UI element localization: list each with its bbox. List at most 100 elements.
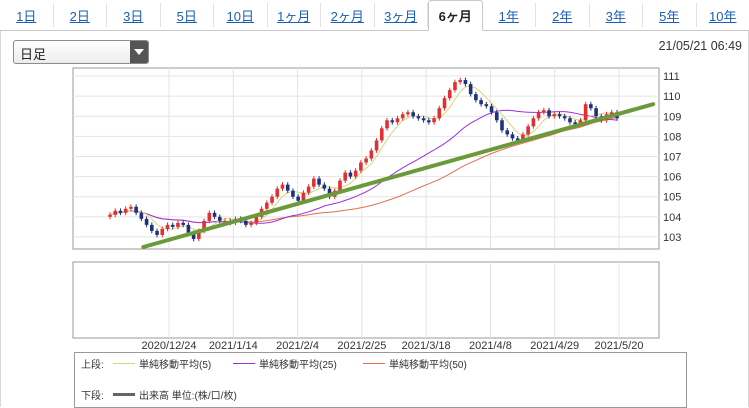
x-tick-label: 2020/12/24	[141, 340, 196, 352]
candle-body	[139, 212, 144, 219]
candle-body	[181, 222, 185, 225]
candle-body	[191, 232, 196, 239]
y-tick-label: 111	[663, 71, 680, 83]
candle-body	[317, 178, 321, 185]
legend-swatch-ma50	[363, 362, 385, 364]
candle-body	[160, 228, 165, 235]
legend-swatch-volume	[113, 392, 135, 396]
candle-body	[489, 106, 494, 113]
candle-body	[165, 224, 170, 229]
tab-5[interactable]: 1ヶ月	[268, 3, 321, 27]
candle-body	[547, 110, 551, 117]
tab-7[interactable]: 3ヶ月	[375, 3, 428, 27]
candle-body	[385, 120, 389, 129]
x-tick-label: 2021/1/14	[209, 340, 258, 352]
candle-body	[609, 112, 614, 115]
candle-body	[578, 120, 583, 125]
candle-body	[134, 206, 138, 213]
candle-body	[468, 84, 473, 95]
legend-swatch-ma25	[233, 362, 255, 364]
candle-body	[338, 180, 342, 191]
tab-12[interactable]: 5年	[643, 3, 697, 27]
candle-body	[322, 184, 327, 189]
chevron-down-icon[interactable]	[130, 41, 148, 63]
legend-item-volume-label: 出来高 単位:(株/口/枚)	[139, 390, 237, 402]
candle-body	[531, 118, 536, 127]
candle-body	[521, 134, 525, 141]
candle-body	[447, 90, 452, 99]
candle-body	[442, 98, 447, 109]
candle-body	[500, 120, 504, 131]
legend-item-ma25: 単純移動平均(25)	[233, 356, 363, 371]
candle-body	[197, 230, 201, 239]
candle-body	[369, 150, 374, 159]
candle-body	[364, 158, 368, 163]
candle-body	[207, 212, 212, 221]
candle-body	[285, 184, 290, 191]
candle-body	[280, 184, 285, 189]
candle-body	[249, 222, 253, 225]
y-tick-label: 109	[663, 111, 681, 123]
candle-body	[583, 104, 588, 121]
candle-body	[568, 118, 572, 123]
period-tabs: 1日 2日 3日 5日 10日 1ヶ月 2ヶ月 3ヶ月 6ヶ月 1年 2年 3年 5年 10年	[0, 0, 749, 31]
legend-lower-label: 下段:	[81, 390, 104, 402]
candle-body	[186, 224, 191, 233]
candle-body	[374, 140, 379, 151]
tab-1[interactable]: 2日	[54, 3, 107, 27]
ma25-line	[109, 109, 618, 224]
candle-body	[494, 112, 499, 121]
candle-body	[176, 222, 180, 227]
candle-body	[427, 120, 431, 123]
tab-0[interactable]: 1日	[0, 3, 54, 27]
x-tick-label: 2021/2/25	[337, 340, 386, 352]
candle-body	[296, 196, 300, 201]
tab-13[interactable]: 10年	[709, 8, 737, 24]
candle-body	[400, 114, 405, 119]
candle-body	[463, 80, 468, 85]
legend-upper-row: 上段: 単純移動平均(5) 単純移動平均(25) 単純移動平均(50)	[81, 356, 467, 371]
legend: 上段: 単純移動平均(5) 単純移動平均(25) 単純移動平均(50) 下段: …	[74, 352, 687, 408]
candle-body	[123, 208, 128, 213]
ma5-line	[109, 85, 618, 231]
tab-2[interactable]: 3日	[107, 3, 161, 27]
candle-body	[526, 126, 530, 135]
candle-body	[223, 220, 227, 222]
legend-item-ma50-label: 単純移動平均(50)	[389, 359, 467, 371]
legend-item-ma50: 単純移動平均(50)	[363, 356, 467, 371]
candle-body	[421, 118, 426, 121]
candle-body	[254, 216, 259, 223]
tab-4[interactable]: 10日	[214, 3, 268, 27]
tab-11[interactable]: 3年	[590, 3, 643, 27]
candle-body	[217, 216, 222, 221]
tab-3[interactable]: 5日	[161, 3, 214, 27]
candle-body	[343, 172, 348, 181]
legend-item-ma5-label: 単純移動平均(5)	[139, 359, 212, 371]
candle-body	[458, 80, 462, 83]
candle-body	[306, 186, 311, 193]
candle-body	[573, 122, 577, 125]
candle-body	[144, 218, 149, 225]
y-tick-label: 106	[663, 172, 681, 184]
tab-10[interactable]: 2年	[536, 3, 590, 27]
candle-body	[113, 210, 118, 215]
candle-body	[379, 128, 384, 141]
candle-body	[594, 108, 598, 117]
legend-swatch-ma5	[113, 362, 135, 364]
candle-body	[411, 112, 415, 117]
candle-body	[202, 220, 206, 231]
candle-body	[416, 116, 421, 119]
candle-body	[536, 112, 541, 119]
candle-body	[353, 170, 358, 177]
candle-body	[301, 192, 306, 201]
candle-body	[510, 134, 515, 139]
tab-6[interactable]: 2ヶ月	[321, 3, 375, 27]
y-tick-label: 103	[663, 232, 681, 244]
interval-select[interactable]: 日足	[13, 40, 149, 64]
y-tick-label: 110	[663, 91, 681, 103]
tab-8[interactable]: 6ヶ月	[428, 0, 483, 31]
candle-body	[542, 110, 546, 113]
y-tick-label: 107	[663, 151, 681, 163]
candle-body	[170, 224, 175, 227]
tab-9[interactable]: 1年	[483, 3, 536, 27]
